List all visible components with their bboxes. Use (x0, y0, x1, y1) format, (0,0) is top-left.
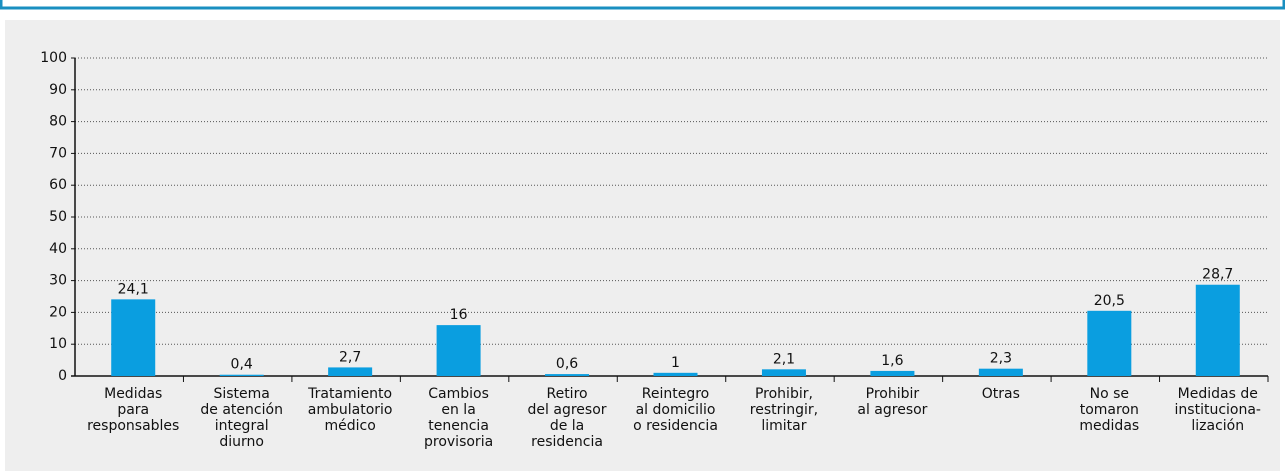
x-tick-label-line: restringir, (750, 402, 818, 418)
y-tick-label: 50 (49, 209, 67, 225)
bar (219, 374, 264, 376)
x-tick-label: Prohibir, restringir, limitar (750, 386, 818, 434)
bar (436, 325, 481, 376)
x-tick-label-line: al agresor (857, 402, 927, 418)
x-tick-label-line: residencia (531, 434, 603, 450)
x-tick-label-line: del agresor (528, 402, 607, 418)
x-tick-label-line: Prohibir, (755, 386, 813, 402)
x-tick-label-line: responsables (87, 418, 179, 434)
x-tick-label-line: Sistema (213, 386, 269, 402)
x-tick-label-line: tenencia (428, 418, 489, 434)
x-tick-label-line: ambulatorio (308, 402, 393, 418)
x-tick-label-line: médico (324, 418, 375, 434)
x-tick-label: Cambios en la tenencia provisoria (424, 386, 493, 450)
x-tick-label: Otras (982, 386, 1020, 402)
x-tick-label-line: Reintegro (642, 386, 709, 402)
x-tick-label-line: Prohibir (866, 386, 920, 402)
bar (328, 367, 373, 376)
x-tick-label-line: para (117, 402, 149, 418)
plot-background (5, 20, 1280, 471)
x-tick-label: Retiro del agresor de la residencia (528, 386, 607, 450)
y-tick-label: 30 (49, 273, 67, 289)
y-tick-label: 90 (49, 82, 67, 98)
bar (870, 370, 915, 376)
x-tick-label-line: integral (215, 418, 269, 434)
x-tick-label-line: Otras (982, 386, 1020, 402)
x-tick-label: Tratamiento ambulatorio médico (307, 386, 392, 434)
x-tick-label: Medidas de instituciona-lización (1175, 386, 1261, 434)
x-tick-label-line: Medidas (104, 386, 162, 402)
x-tick-label-line: de atención (200, 402, 283, 418)
bar (978, 368, 1023, 376)
y-tick-label: 20 (49, 304, 67, 320)
title-frame (0, 0, 1285, 10)
x-tick-label-line: instituciona- (1175, 402, 1261, 418)
x-tick-label-line: tomaron (1080, 402, 1139, 418)
bar (111, 299, 156, 376)
x-tick-label-line: provisoria (424, 434, 493, 450)
x-tick-label: No se tomaron medidas (1079, 386, 1139, 434)
x-tick-label-line: en la (441, 402, 475, 418)
x-tick-label-line: lización (1191, 418, 1244, 434)
y-tick-label: 60 (49, 177, 67, 193)
bar (1195, 284, 1240, 376)
x-tick-label-line: de la (550, 418, 584, 434)
bar (1087, 310, 1132, 376)
x-tick-label-line: Tratamiento (307, 386, 392, 402)
y-tick-label: 40 (49, 241, 67, 257)
value-label: 0,4 (231, 357, 253, 373)
value-label: 1,6 (881, 353, 903, 369)
y-tick-label: 0 (58, 368, 67, 384)
value-label: 28,7 (1202, 267, 1233, 283)
x-tick-label-line: al domicilio (636, 402, 716, 418)
value-label: 0,6 (556, 356, 578, 372)
value-label: 16 (450, 307, 468, 323)
bar (545, 374, 590, 376)
x-tick-label: Medidas para responsables (87, 386, 179, 434)
x-tick-label: Prohibir al agresor (857, 386, 927, 418)
x-tick-label-line: o residencia (633, 418, 718, 434)
x-tick-label-line: Retiro (546, 386, 587, 402)
y-tick-label: 100 (40, 50, 67, 66)
x-tick-label-line: Medidas de (1178, 386, 1258, 402)
value-label: 1 (671, 355, 680, 371)
value-label: 2,1 (773, 351, 795, 367)
y-tick-label: 70 (49, 145, 67, 161)
bar (761, 369, 806, 376)
value-label: 24,1 (118, 281, 149, 297)
x-tick-label: Sistema de atención integral diurno (200, 386, 283, 450)
x-tick-label-line: No se (1090, 386, 1129, 402)
bar (653, 372, 698, 376)
x-tick-label-line: limitar (761, 418, 806, 434)
x-tick-label-line: medidas (1079, 418, 1139, 434)
x-tick-label-line: diurno (219, 434, 264, 450)
y-tick-label: 80 (49, 114, 67, 130)
y-tick-label: 10 (49, 336, 67, 352)
x-tick-label-line: Cambios (428, 386, 489, 402)
x-tick-label: Reintegro al domicilio o residencia (633, 386, 718, 434)
value-label: 2,7 (339, 349, 361, 365)
value-label: 20,5 (1094, 293, 1125, 309)
value-label: 2,3 (990, 351, 1012, 367)
